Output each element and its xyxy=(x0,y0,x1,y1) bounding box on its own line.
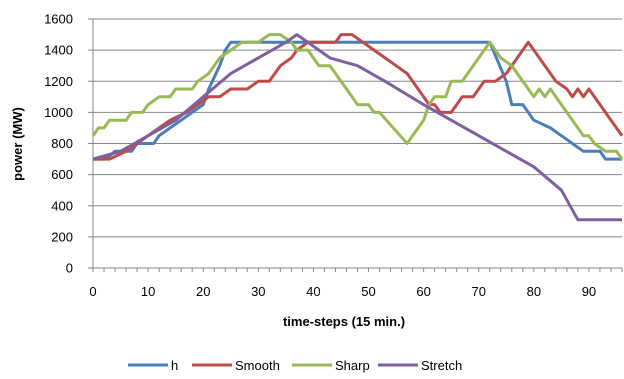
series-line-sharp xyxy=(91,33,624,160)
x-tick-label: 50 xyxy=(361,284,375,299)
x-axis-title: time-steps (15 min.) xyxy=(283,314,405,329)
axes xyxy=(88,18,623,272)
y-tick-label: 1000 xyxy=(44,105,73,120)
x-tick-label: 30 xyxy=(251,284,265,299)
tick-labels: 0 200 400 600 800 1000 1200 1400 1600 0 10 20 30 40 50… xyxy=(44,12,596,300)
x-tick-label: 20 xyxy=(196,284,210,299)
x-tick-label: 90 xyxy=(582,284,596,299)
y-tick-label: 200 xyxy=(51,229,73,244)
x-tick-label: 0 xyxy=(89,284,96,299)
x-tick-label: 10 xyxy=(141,284,155,299)
y-tick-label: 1200 xyxy=(44,74,73,89)
x-tick-label: 70 xyxy=(471,284,485,299)
legend-label: h xyxy=(171,358,178,373)
gridlines xyxy=(93,18,622,238)
x-tick-label: 80 xyxy=(527,284,541,299)
y-tick-label: 800 xyxy=(51,136,73,151)
y-tick-label: 600 xyxy=(51,167,73,182)
legend-label: Sharp xyxy=(335,358,370,373)
y-tick-label: 400 xyxy=(51,198,73,213)
legend: h Smooth Sharp Stretch xyxy=(128,358,462,373)
x-tick-label: 60 xyxy=(416,284,430,299)
series-lines xyxy=(91,33,624,222)
series-line-smooth xyxy=(93,33,624,161)
series-line-stretch xyxy=(92,33,622,222)
y-tick-label: 0 xyxy=(66,261,73,276)
x-tick-label: 40 xyxy=(306,284,320,299)
y-tick-label: 1600 xyxy=(44,12,73,27)
y-axis-title: power (MW) xyxy=(10,107,25,181)
legend-label: Stretch xyxy=(421,358,462,373)
legend-label: Smooth xyxy=(235,358,280,373)
y-tick-label: 1400 xyxy=(44,43,73,58)
series-line-h xyxy=(93,40,622,161)
